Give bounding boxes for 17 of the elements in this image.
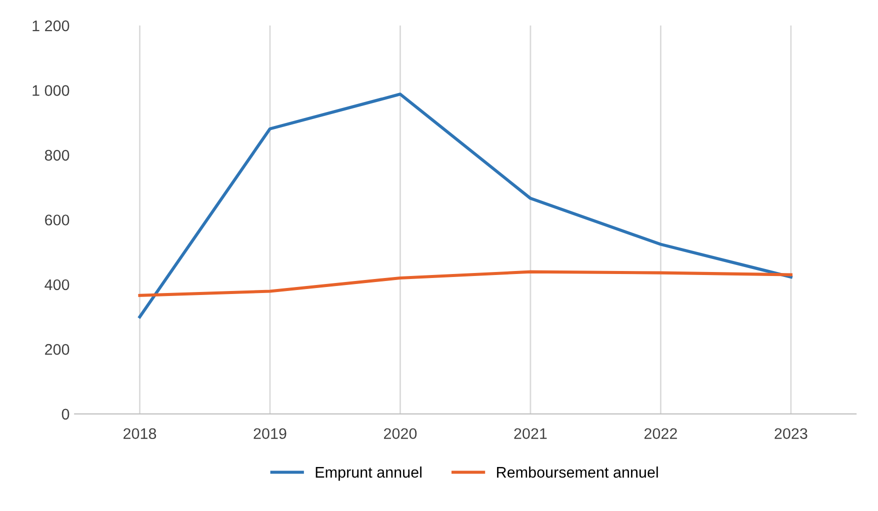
- y-tick-label: 1 200: [32, 20, 70, 32]
- legend-label: Emprunt annuel: [316, 466, 422, 481]
- y-tick-label: 200: [45, 344, 70, 355]
- y-tick-label: 800: [44, 150, 70, 161]
- y-tick-label: 1 000: [32, 85, 70, 96]
- x-tick-label: 2022: [644, 428, 677, 440]
- x-tick-label: 2021: [514, 428, 547, 440]
- x-tick-label: 2019: [254, 428, 286, 440]
- y-tick-label: 400: [44, 279, 70, 290]
- y-tick-label: 600: [45, 214, 70, 226]
- legend-label: Remboursement annuel: [497, 466, 658, 478]
- x-tick-label: 2023: [774, 428, 808, 440]
- line-series: [138, 92, 792, 318]
- y-tick-label: 0: [62, 408, 70, 420]
- x-tick-label: 2020: [384, 428, 417, 440]
- line-series: [138, 270, 792, 297]
- x-tick-label: 2018: [124, 428, 156, 440]
